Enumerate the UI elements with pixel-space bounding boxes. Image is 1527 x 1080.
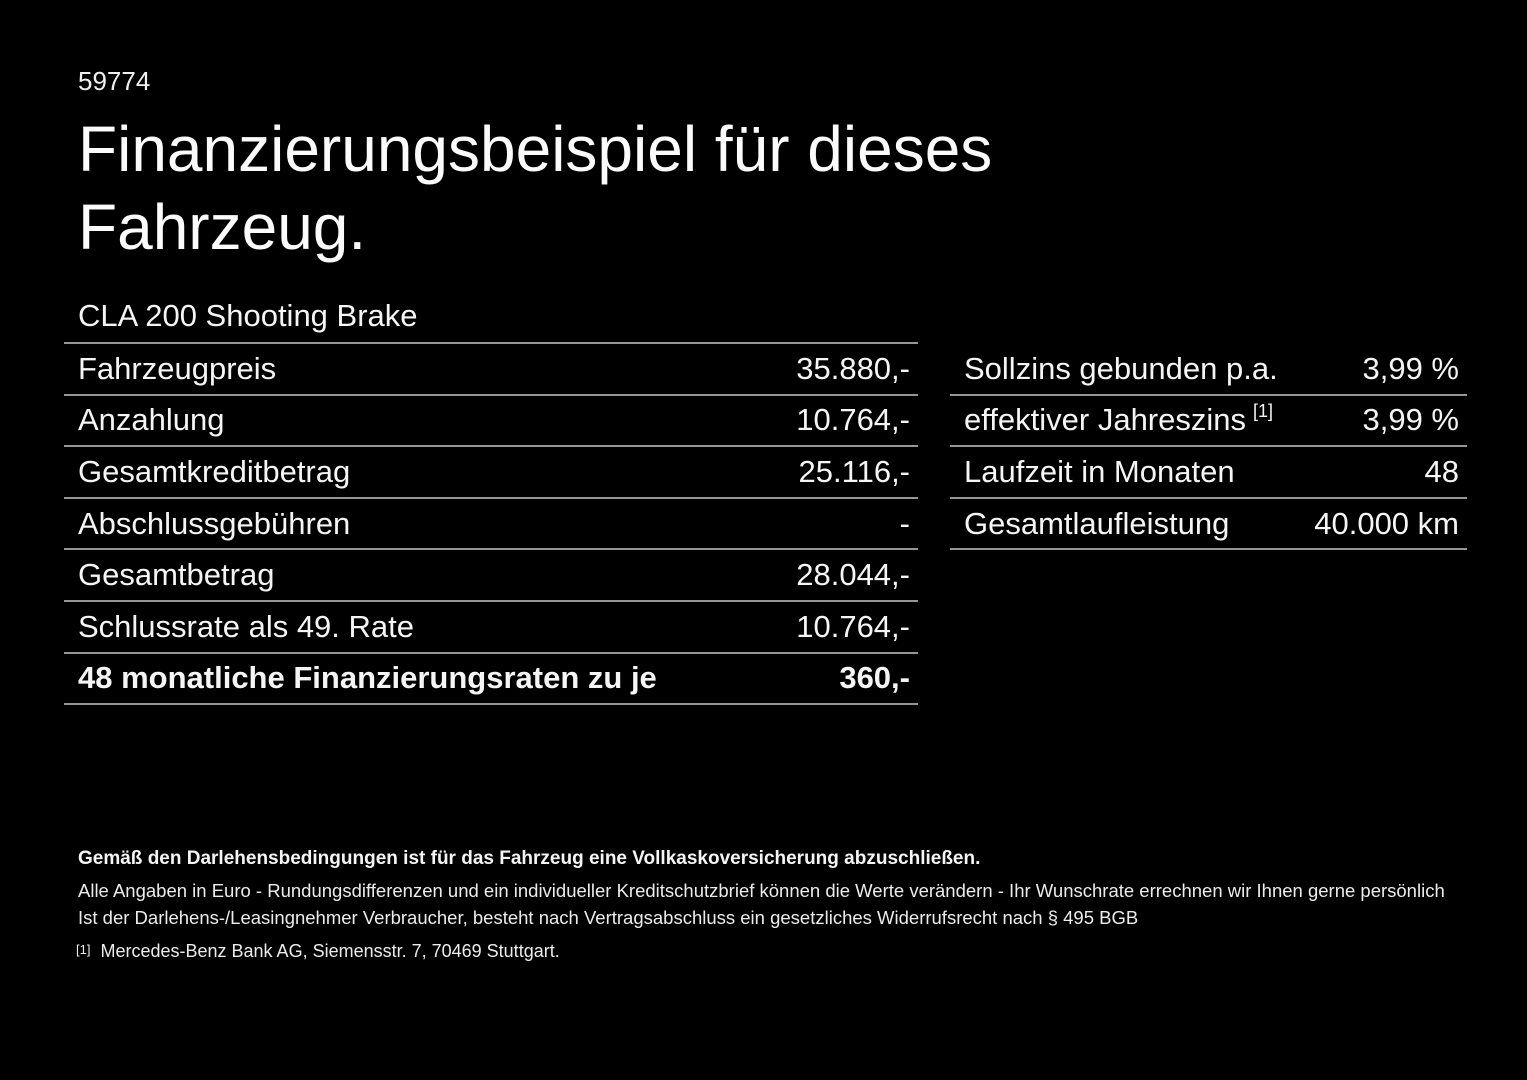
table-row: effektiver Jahreszins [1] 3,99 % <box>950 396 1467 448</box>
table-row: Fahrzeugpreis 35.880,- <box>64 344 918 396</box>
row-value: 28.044,- <box>796 557 910 593</box>
table-row: Laufzeit in Monaten 48 <box>950 447 1467 499</box>
row-label: 48 monatliche Finanzierungsraten zu je <box>78 660 657 696</box>
table-row-monthly-rate: 48 monatliche Finanzierungsraten zu je 3… <box>64 654 918 706</box>
table-row: Schlussrate als 49. Rate 10.764,- <box>64 602 918 654</box>
row-label: Abschlussgebühren <box>78 505 351 541</box>
page-title: Finanzierungsbeispiel für dieses Fahrzeu… <box>78 113 993 263</box>
row-label: Anzahlung <box>78 402 225 438</box>
table-row: Abschlussgebühren - <box>64 499 918 551</box>
table-row: Gesamtlaufleistung 40.000 km <box>950 499 1467 551</box>
row-value: 40.000 km <box>1314 505 1459 541</box>
row-value: - <box>899 505 910 541</box>
row-label: Laufzeit in Monaten <box>964 453 1235 489</box>
footnote-reference-marker: [1] <box>1253 401 1274 422</box>
row-value: 25.116,- <box>798 453 910 489</box>
disclaimer-line-2: Ist der Darlehens-/Leasingnehmer Verbrau… <box>78 907 1139 928</box>
financing-conditions-table: Sollzins gebunden p.a. 3,99 % effektiver… <box>950 342 1467 551</box>
footnote-text: Mercedes-Benz Bank AG, Siemensstr. 7, 70… <box>100 941 560 961</box>
table-row: Anzahlung 10.764,- <box>64 396 918 448</box>
row-value: 48 <box>1424 453 1459 489</box>
row-value: 3,99 % <box>1362 350 1459 386</box>
row-label: Fahrzeugpreis <box>78 350 277 386</box>
table-row: Gesamtbetrag 28.044,- <box>64 550 918 602</box>
financing-cost-table: Fahrzeugpreis 35.880,- Anzahlung 10.764,… <box>64 342 918 706</box>
row-label: Schlussrate als 49. Rate <box>78 608 415 644</box>
disclaimer-line-1: Alle Angaben in Euro - Rundungsdifferenz… <box>78 880 1445 901</box>
footnote-marker: [1] <box>76 942 91 957</box>
table-row: Gesamtkreditbetrag 25.116,- <box>64 447 918 499</box>
insurance-requirement-note: Gemäß den Darlehensbedingungen ist für d… <box>78 848 981 869</box>
row-value: 10.764,- <box>796 402 910 438</box>
vehicle-model-name: CLA 200 Shooting Brake <box>78 298 418 333</box>
row-label: Gesamtbetrag <box>78 557 275 593</box>
table-row: Sollzins gebunden p.a. 3,99 % <box>950 344 1467 396</box>
bank-footnote: [1] Mercedes-Benz Bank AG, Siemensstr. 7,… <box>76 941 560 962</box>
row-label: effektiver Jahreszins [1] <box>964 402 1273 438</box>
row-label: Gesamtkreditbetrag <box>78 453 351 489</box>
row-value: 10.764,- <box>796 608 910 644</box>
row-value: 360,- <box>839 660 910 696</box>
row-value: 3,99 % <box>1362 402 1459 438</box>
listing-ref-number: 59774 <box>78 66 151 96</box>
row-label: Sollzins gebunden p.a. <box>964 350 1278 386</box>
row-label-text: effektiver Jahreszins <box>964 402 1246 438</box>
row-label: Gesamtlaufleistung <box>964 505 1230 541</box>
row-value: 35.880,- <box>796 350 910 386</box>
